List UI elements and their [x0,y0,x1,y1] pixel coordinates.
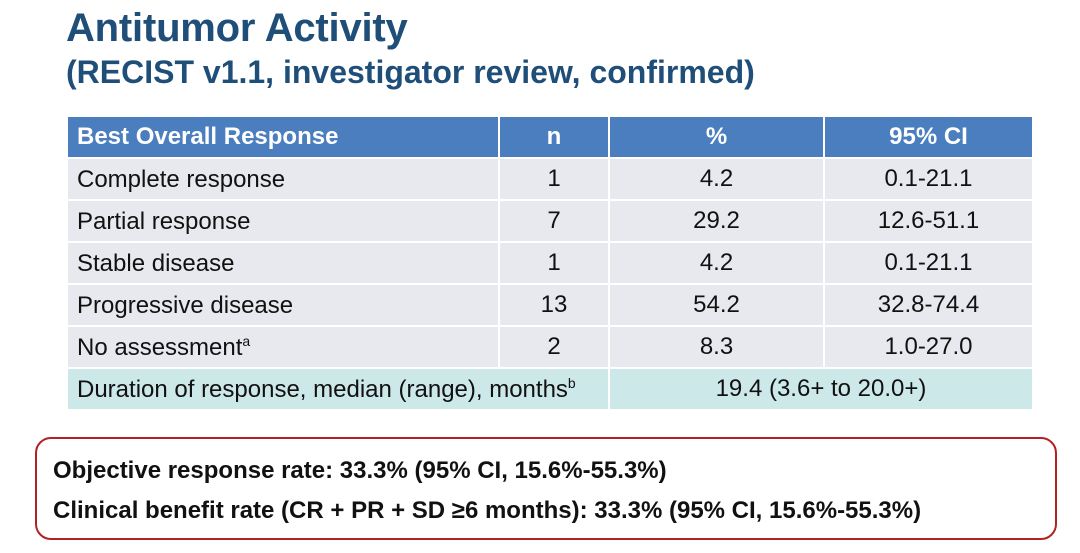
footnote-b: b [567,374,576,391]
row-n: 7 [498,199,610,243]
row-n: 2 [498,325,610,369]
row-n: 13 [498,283,610,327]
row-percent: 54.2 [608,283,825,327]
table-row: Stable disease 1 4.2 0.1-21.1 [66,241,1034,285]
row-label: Stable disease [66,241,500,285]
row-percent: 4.2 [608,157,825,201]
duration-row: Duration of response, median (range), mo… [66,367,1034,411]
row-ci: 1.0-27.0 [823,325,1034,369]
row-label: Partial response [66,199,500,243]
objective-response-rate: Objective response rate: 33.3% (95% CI, … [53,457,667,484]
header-n: n [498,115,610,159]
footnote-a: a [242,332,251,349]
table-row: Partial response 7 29.2 12.6-51.1 [66,199,1034,243]
table-row: Complete response 1 4.2 0.1-21.1 [66,157,1034,201]
row-percent: 4.2 [608,241,825,285]
row-ci: 32.8-74.4 [823,283,1034,327]
row-n: 1 [498,241,610,285]
table-header-row: Best Overall Response n % 95% CI [66,115,1034,159]
table-row: Progressive disease 13 54.2 32.8-74.4 [66,283,1034,327]
header-percent: % [608,115,825,159]
row-label: No assessmenta [66,325,500,369]
slide-title: Antitumor Activity [66,6,408,50]
header-best-overall-response: Best Overall Response [66,115,500,159]
row-ci: 12.6-51.1 [823,199,1034,243]
row-n: 1 [498,157,610,201]
summary-box: Objective response rate: 33.3% (95% CI, … [35,437,1057,540]
row-label: Progressive disease [66,283,500,327]
slide-subtitle: (RECIST v1.1, investigator review, confi… [66,54,755,90]
row-percent: 29.2 [608,199,825,243]
duration-label: Duration of response, median (range), mo… [66,367,610,411]
table-row: No assessmenta 2 8.3 1.0-27.0 [66,325,1034,369]
clinical-benefit-rate: Clinical benefit rate (CR + PR + SD ≥6 m… [53,497,922,524]
row-ci: 0.1-21.1 [823,241,1034,285]
row-ci: 0.1-21.1 [823,157,1034,201]
response-table: Best Overall Response n % 95% CI Complet… [66,115,1034,411]
row-percent: 8.3 [608,325,825,369]
row-label: Complete response [66,157,500,201]
header-ci: 95% CI [823,115,1034,159]
duration-value: 19.4 (3.6+ to 20.0+) [608,367,1034,411]
